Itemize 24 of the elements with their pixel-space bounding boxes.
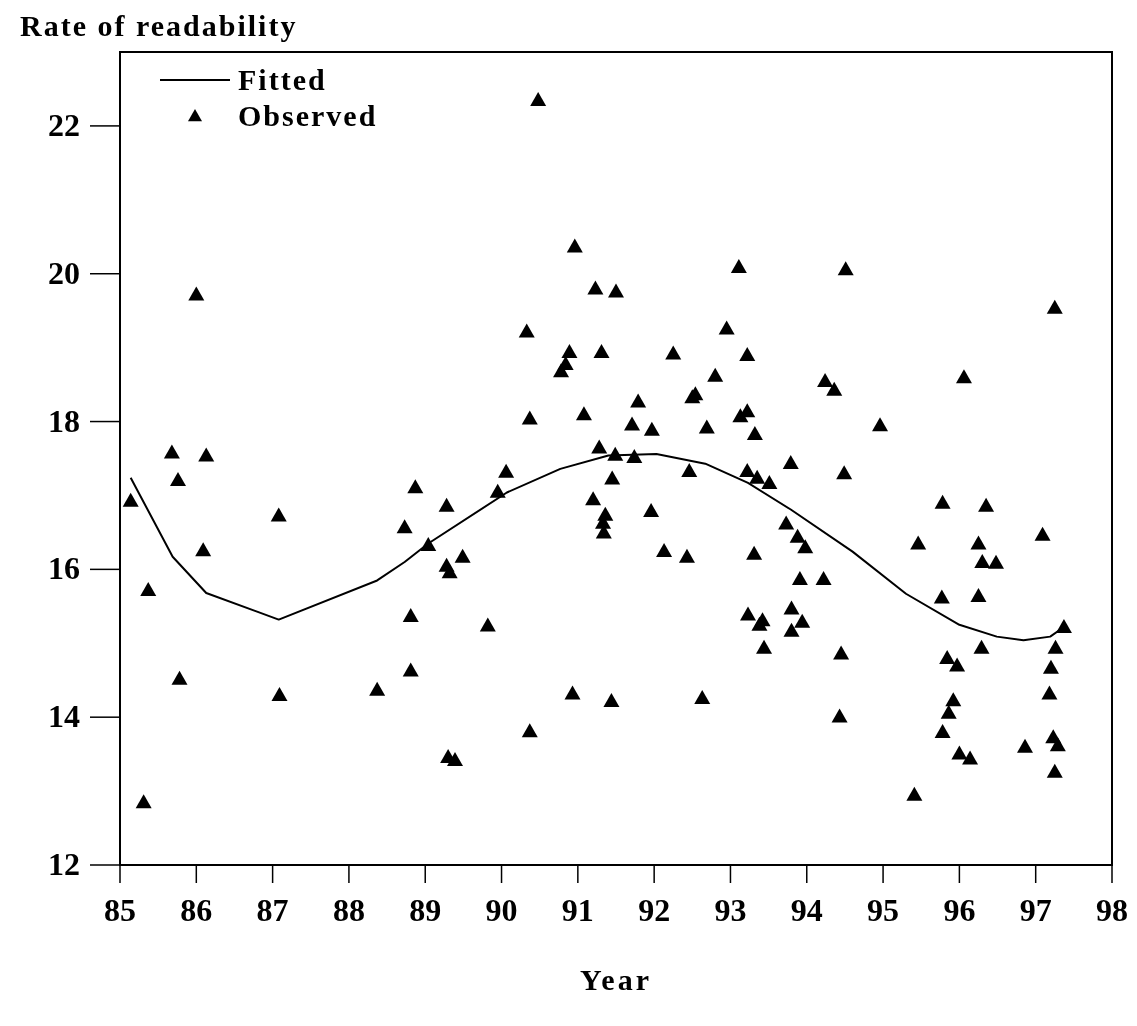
y-tick-label: 20 [48, 254, 80, 291]
y-tick-label: 22 [48, 106, 80, 143]
x-tick-label: 87 [256, 892, 289, 928]
x-tick-label: 91 [561, 892, 594, 928]
x-tick-label: 98 [1096, 892, 1128, 928]
x-tick-label: 93 [714, 892, 747, 928]
x-tick-label: 85 [104, 892, 136, 928]
legend-label: Fitted [238, 63, 327, 96]
y-tick-label: 16 [48, 550, 80, 587]
chart-title: Rate of readability [20, 9, 298, 42]
x-tick-label: 86 [180, 892, 213, 928]
x-tick-label: 97 [1019, 892, 1052, 928]
x-tick-label: 89 [409, 892, 442, 928]
x-tick-label: 92 [638, 892, 671, 928]
x-axis-title: Year [580, 963, 652, 996]
x-tick-label: 90 [485, 892, 518, 928]
x-tick-label: 88 [332, 892, 365, 928]
x-tick-label: 95 [867, 892, 900, 928]
legend-label: Observed [238, 99, 378, 132]
x-tick-label: 96 [943, 892, 976, 928]
y-tick-label: 14 [48, 698, 80, 735]
y-tick-label: 12 [48, 846, 80, 882]
y-tick-label: 18 [48, 402, 80, 439]
x-tick-label: 94 [790, 892, 823, 928]
